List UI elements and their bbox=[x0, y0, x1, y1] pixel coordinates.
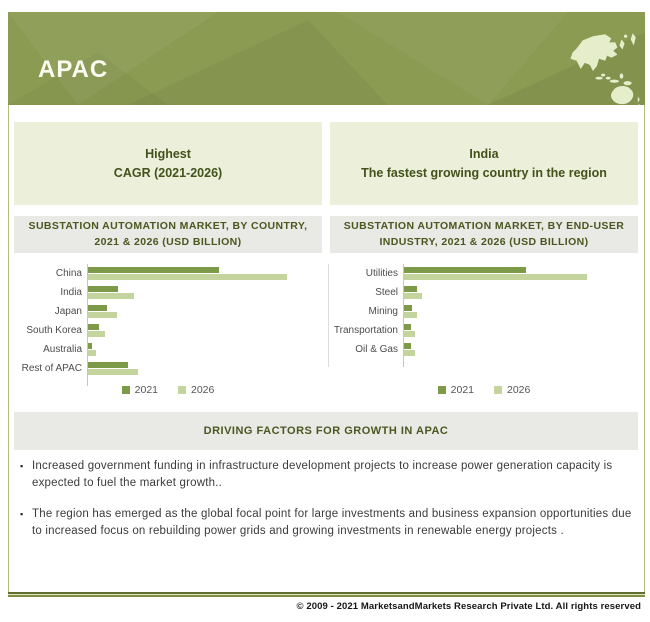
category-label: Utilities bbox=[365, 268, 398, 279]
legend-item-2021: 2021 bbox=[437, 384, 474, 396]
category-label: Australia bbox=[43, 344, 82, 355]
category-label: Steel bbox=[375, 287, 398, 298]
bar-2021 bbox=[404, 286, 417, 292]
category-label: Mining bbox=[368, 306, 398, 317]
bar-2026 bbox=[404, 293, 423, 299]
axis-line bbox=[403, 359, 638, 367]
highlight-line2: The fastest growing country in the regio… bbox=[361, 165, 607, 180]
bar-group bbox=[87, 302, 322, 321]
header-banner: APAC bbox=[8, 12, 645, 105]
page-title: APAC bbox=[38, 56, 109, 83]
bar-2021 bbox=[88, 305, 107, 311]
bar-chart-by-end-user: Utilities Steel Mining Transportation Oil & … bbox=[328, 264, 638, 367]
highlight-box-cagr: Highest CAGR (2021-2026) bbox=[14, 122, 322, 205]
bar-2026 bbox=[404, 312, 417, 318]
bar-2021 bbox=[404, 267, 527, 273]
bar-group bbox=[87, 340, 322, 359]
copyright-notice: © 2009 - 2021 MarketsandMarkets Research… bbox=[296, 601, 641, 612]
bar-2021 bbox=[404, 305, 413, 311]
header-facet-pattern bbox=[8, 12, 645, 105]
chart-row: Steel bbox=[330, 283, 638, 302]
category-label: Transportation bbox=[333, 325, 398, 336]
chart-row: India bbox=[14, 283, 322, 302]
chart-title-by-country: SUBSTATION AUTOMATION MARKET, BY COUNTRY… bbox=[14, 216, 322, 253]
bar-group bbox=[403, 283, 638, 302]
bar-2026 bbox=[404, 350, 415, 356]
legend-swatch-2021 bbox=[121, 386, 130, 394]
bar-2021 bbox=[88, 267, 220, 273]
legend-item-2026: 2026 bbox=[494, 384, 530, 396]
bar-group bbox=[87, 321, 322, 340]
bar-2021 bbox=[404, 343, 412, 349]
chart-title-by-end-user: SUBSTATION AUTOMATION MARKET, BY END-USE… bbox=[330, 216, 638, 253]
chart-rows: China India Japan South Korea Australia Rest … bbox=[14, 264, 322, 378]
chart-row: South Korea bbox=[14, 321, 322, 340]
bar-group bbox=[87, 359, 322, 378]
bar-group bbox=[403, 340, 638, 359]
axis-line bbox=[87, 378, 322, 386]
bar-2026 bbox=[88, 350, 96, 356]
legend-swatch-2026 bbox=[178, 386, 186, 394]
bar-2026 bbox=[88, 312, 117, 318]
apac-map-icon bbox=[570, 33, 640, 105]
bar-2021 bbox=[404, 324, 412, 330]
legend-swatch-2021 bbox=[437, 386, 446, 394]
list-item: ▪ The region has emerged as the global f… bbox=[20, 506, 634, 541]
bar-2021 bbox=[88, 324, 99, 330]
highlight-line1: Highest bbox=[145, 147, 191, 162]
chart-row: Australia bbox=[14, 340, 322, 359]
bar-group bbox=[403, 321, 638, 340]
bar-group bbox=[403, 264, 638, 283]
bar-chart-by-country: China India Japan South Korea Australia Rest … bbox=[14, 264, 322, 386]
bullet-text: Increased government funding in infrastr… bbox=[32, 460, 613, 490]
legend-item-2026: 2026 bbox=[178, 384, 214, 396]
category-label: Rest of APAC bbox=[21, 363, 82, 374]
chart-row: Transportation bbox=[330, 321, 638, 340]
panel-frame bbox=[8, 12, 645, 592]
chart-row: Oil & Gas bbox=[330, 340, 638, 359]
legend-label: 2026 bbox=[507, 384, 531, 396]
highlight-line2: CAGR (2021-2026) bbox=[113, 165, 223, 180]
bottom-divider bbox=[8, 592, 645, 597]
bar-2026 bbox=[88, 274, 287, 280]
chart-row: Japan bbox=[14, 302, 322, 321]
bullet-icon: ▪ bbox=[20, 508, 24, 519]
legend-label: 2021 bbox=[450, 384, 474, 396]
legend-swatch-2026 bbox=[494, 386, 502, 394]
chart-row: China bbox=[14, 264, 322, 283]
highlight-box-india: India The fastest growing country in the… bbox=[330, 122, 638, 205]
driving-factors-heading: DRIVING FACTORS FOR GROWTH IN APAC bbox=[14, 412, 638, 450]
bar-2026 bbox=[88, 331, 105, 337]
category-label: China bbox=[55, 268, 82, 279]
highlight-line1: India bbox=[469, 147, 499, 162]
legend-label: 2021 bbox=[134, 384, 158, 396]
bar-2021 bbox=[88, 362, 128, 368]
legend-label: 2026 bbox=[191, 384, 215, 396]
category-label: India bbox=[60, 287, 82, 298]
chart-row: Utilities bbox=[330, 264, 638, 283]
bar-2026 bbox=[404, 331, 415, 337]
chart-row: Rest of APAC bbox=[14, 359, 322, 378]
bullet-icon: ▪ bbox=[20, 461, 24, 471]
legend-item-2021: 2021 bbox=[121, 384, 158, 396]
chart-row: Mining bbox=[330, 302, 638, 321]
chart-legend: 2021 2026 bbox=[14, 384, 322, 396]
driving-factors-list: ▪ Increased government funding in infras… bbox=[20, 458, 634, 553]
list-item: ▪ Increased government funding in infras… bbox=[20, 458, 634, 493]
chart-rows: Utilities Steel Mining Transportation Oil & … bbox=[330, 264, 638, 359]
bar-group bbox=[87, 264, 322, 283]
category-label: Oil & Gas bbox=[355, 344, 398, 355]
bar-2026 bbox=[404, 274, 587, 280]
bar-2026 bbox=[88, 293, 134, 299]
category-label: Japan bbox=[54, 306, 82, 317]
bar-group bbox=[87, 283, 322, 302]
bar-2026 bbox=[88, 369, 138, 375]
bar-2021 bbox=[88, 343, 92, 349]
category-label: South Korea bbox=[26, 325, 82, 336]
bar-2021 bbox=[88, 286, 118, 292]
chart-legend: 2021 2026 bbox=[330, 384, 638, 396]
bar-group bbox=[403, 302, 638, 321]
bullet-text: The region has emerged as the global foc… bbox=[32, 507, 632, 537]
